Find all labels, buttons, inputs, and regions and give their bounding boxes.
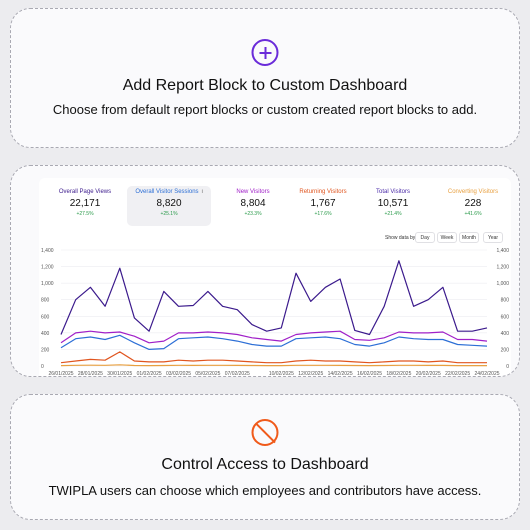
metric-tile[interactable]: Returning Visitors 1,767 +17.6% [281,186,365,226]
y-tick-label: 1,400 [496,248,509,254]
visitors-line-chart: 1,400 1,400 1,200 1,200 1,000 1,000 800 800 600 6… [41,248,510,377]
metric-change: +21.4% [384,211,402,217]
metric-change: +23.3% [244,211,262,217]
granularity-month-button[interactable]: Month [459,232,479,243]
metric-value: 8,820 [156,198,182,209]
y-tick-label: 200 [501,347,510,353]
metric-value: 1,767 [310,198,336,209]
show-data-label: Show data by: [385,235,417,241]
metric-change: +27.5% [76,211,94,217]
x-tick-label: 20/02/2025 [416,371,441,377]
metric-value: 10,571 [377,198,409,209]
granularity-year-button[interactable]: Year [483,232,503,243]
y-tick-label: 1,200 [41,265,54,271]
metric-tile[interactable]: New Visitors 8,804 +23.3% [211,186,295,226]
add-report-description: Choose from default report blocks or cus… [52,102,478,117]
series-line [60,351,487,364]
x-tick-label: 24/02/2025 [474,371,499,377]
metric-tile[interactable]: Overall Page Views 22,171 +27.5% [43,186,127,226]
metric-change: +17.6% [314,211,332,217]
y-tick-label: 1,400 [41,248,54,254]
y-tick-label: 600 [501,314,510,320]
add-report-block-card[interactable]: Add Report Block to Custom Dashboard Cho… [10,8,520,148]
y-tick-label: 1,000 [41,281,54,287]
y-tick-label: 200 [41,347,50,353]
y-tick-label: 400 [41,331,50,337]
x-tick-label: 05/02/2025 [195,371,220,377]
series-line [60,260,488,336]
control-access-description: TWIPLA users can choose which employees … [48,483,482,498]
x-tick-label: 22/02/2025 [445,371,470,377]
ban-icon [251,419,279,446]
control-access-card[interactable]: Control Access to Dashboard TWIPLA users… [10,394,520,520]
x-tick-label: 07/02/2025 [225,371,250,377]
metric-label: New Visitors [236,189,270,195]
metric-change: +25.1% [160,211,178,217]
add-report-title: Add Report Block to Custom Dashboard [122,77,408,94]
metric-label: Overall Page Views [58,189,112,195]
y-tick-label: 600 [41,314,50,320]
y-tick-label: 800 [501,298,510,304]
metric-value: 22,171 [69,198,101,209]
x-tick-label: 12/02/2025 [298,371,323,377]
metric-tile[interactable]: Converting Visitors 228 +41.6% [431,186,515,226]
info-icon[interactable]: i [201,189,203,195]
x-tick-label: 01/02/2025 [137,371,162,377]
y-tick-label: 0 [506,364,509,370]
control-access-title: Control Access to Dashboard [161,456,369,473]
series-line [60,334,488,351]
y-tick-label: 400 [501,331,510,337]
x-tick-label: 30/01/2025 [107,371,132,377]
y-tick-label: 1,200 [496,265,509,271]
metric-label: Overall Visitor Sessions i [135,189,203,195]
granularity-day-button[interactable]: Day [415,232,435,243]
y-tick-label: 0 [41,364,44,370]
metric-tile[interactable]: Total Visitors 10,571 +21.4% [351,186,435,226]
x-tick-label: 18/02/2025 [386,371,411,377]
metric-label: Converting Visitors [447,189,499,195]
metric-label: Returning Visitors [299,189,347,195]
x-tick-label: 26/01/2025 [48,371,73,377]
metric-change: +41.6% [464,211,482,217]
x-tick-label: 14/02/2025 [328,371,353,377]
y-tick-label: 1,000 [496,281,509,287]
metric-label: Total Visitors [376,189,410,195]
y-tick-label: 800 [41,298,50,304]
x-tick-label: 03/02/2025 [166,371,191,377]
metric-tile[interactable]: Overall Visitor Sessions i 8,820 +25.1% [127,186,211,226]
series-line [60,330,488,344]
granularity-week-button[interactable]: Week [437,232,457,243]
metric-value: 228 [464,198,482,209]
plus-circle-icon [251,39,279,66]
x-tick-label: 16/02/2025 [357,371,382,377]
series-line [60,364,487,367]
dashboard-preview-card: Overall Page Views 22,171 +27.5% Overall Vi… [10,165,520,377]
dashboard-panel: Overall Page Views 22,171 +27.5% Overall Vi… [39,178,511,377]
x-tick-label: 10/02/2025 [269,371,294,377]
metric-value: 8,804 [240,198,266,209]
x-tick-label: 28/01/2025 [78,371,103,377]
